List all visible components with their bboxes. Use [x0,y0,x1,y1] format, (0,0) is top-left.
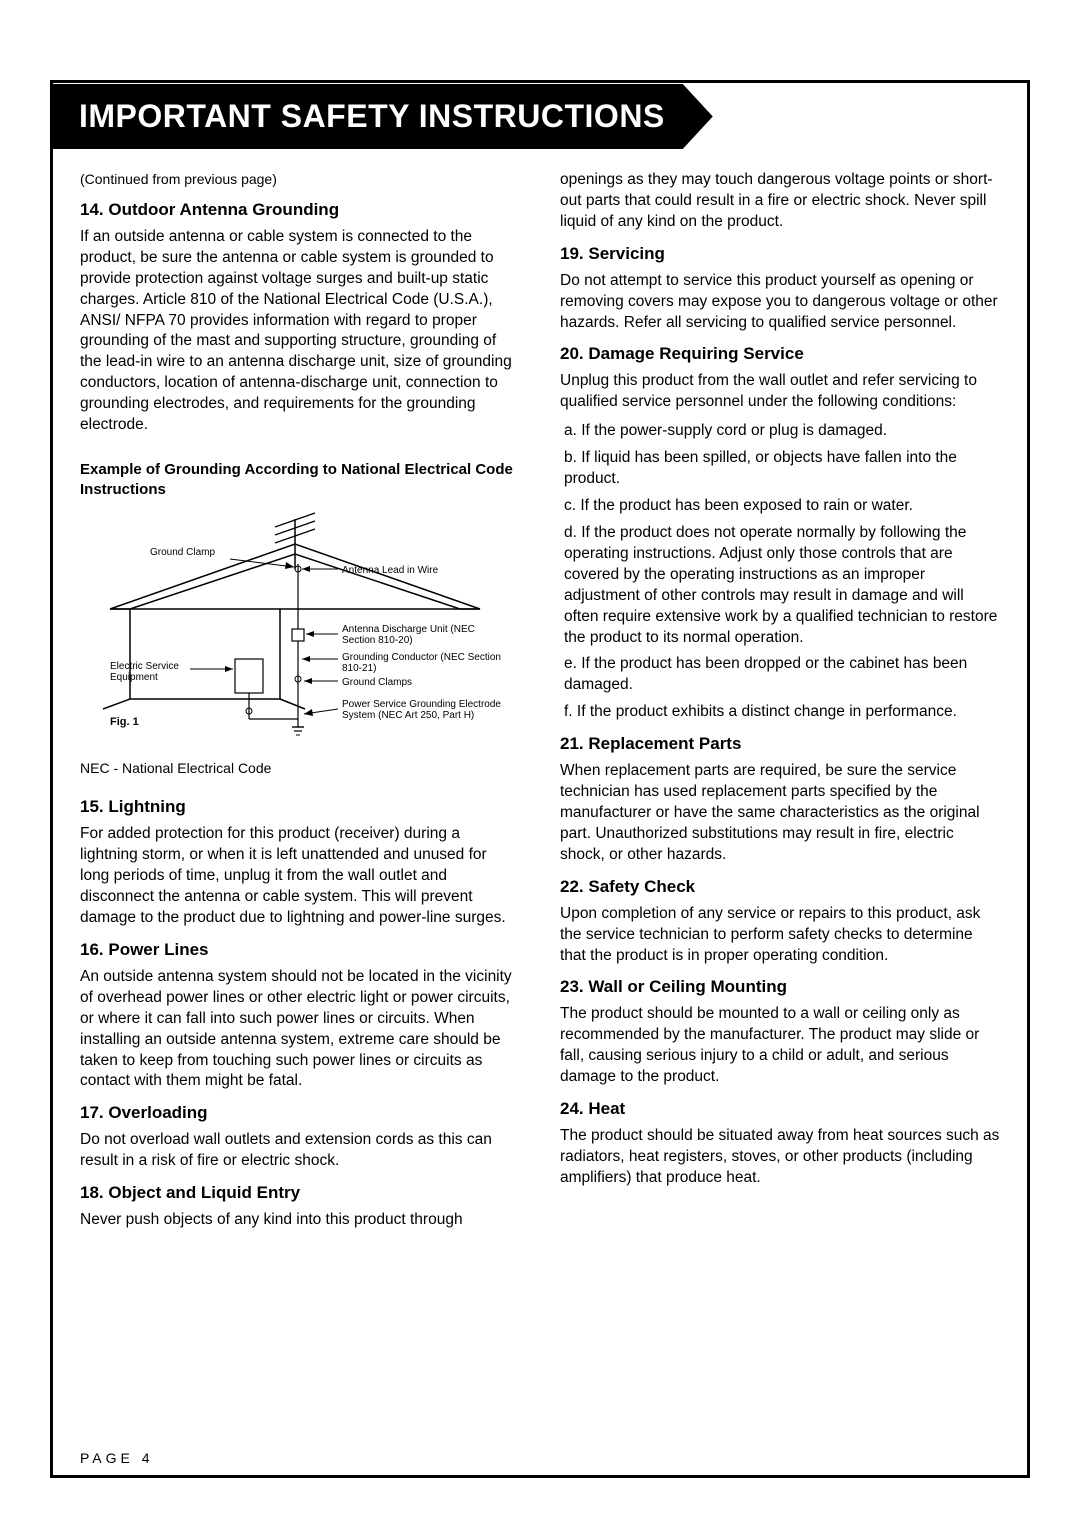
body-24: The product should be situated away from… [560,1126,1000,1189]
heading-15: 15. Lightning [80,796,520,819]
item-20a: a. If the power-supply cord or plug is d… [560,421,1000,442]
lbl-ground-clamp: Ground Clamp [150,547,215,558]
diagram-caption: Example of Grounding According to Nation… [80,460,520,501]
heading-18: 18. Object and Liquid Entry [80,1182,520,1205]
body-16: An outside antenna system should not be … [80,967,520,1093]
content-area: (Continued from previous page) 14. Outdo… [80,170,1000,1438]
nec-caption: NEC - National Electrical Code [80,759,520,778]
heading-20: 20. Damage Requiring Service [560,343,1000,366]
item-20d: d. If the product does not operate norma… [560,523,1000,649]
heading-16: 16. Power Lines [80,939,520,962]
body-15: For added protection for this product (r… [80,824,520,929]
body-20: Unplug this product from the wall outlet… [560,371,1000,413]
diagram-block: Example of Grounding According to Nation… [80,460,520,778]
body-17: Do not overload wall outlets and extensi… [80,1130,520,1172]
item-20e: e. If the product has been dropped or th… [560,654,1000,696]
lbl-power-grounding: Power Service Grounding Electrode System… [342,699,512,721]
fig-label: Fig. 1 [110,716,139,728]
grounding-diagram: Ground Clamp Antenna Lead in Wire Antenn… [80,509,520,749]
item-20c: c. If the product has been exposed to ra… [560,496,1000,517]
body-19: Do not attempt to service this product y… [560,271,1000,334]
page-number: PAGE 4 [80,1450,154,1466]
heading-23: 23. Wall or Ceiling Mounting [560,976,1000,999]
lbl-antenna-lead: Antenna Lead in Wire [342,565,439,576]
body-18b: openings as they may touch dangerous vol… [560,170,1000,233]
heading-14: 14. Outdoor Antenna Grounding [80,199,520,222]
item-20f: f. If the product exhibits a distinct ch… [560,702,1000,723]
heading-21: 21. Replacement Parts [560,733,1000,756]
item-20b: b. If liquid has been spilled, or object… [560,448,1000,490]
body-23: The product should be mounted to a wall … [560,1004,1000,1088]
heading-17: 17. Overloading [80,1102,520,1125]
body-18a: Never push objects of any kind into this… [80,1210,520,1231]
lbl-conductor: Grounding Conductor (NEC Section 810-21) [342,652,502,674]
heading-24: 24. Heat [560,1098,1000,1121]
body-22: Upon completion of any service or repair… [560,904,1000,967]
lbl-ground-clamps: Ground Clamps [342,677,412,688]
lbl-electric-service: Electric Service Equipment [110,661,200,683]
continued-note: (Continued from previous page) [80,170,520,189]
body-14: If an outside antenna or cable system is… [80,227,520,436]
body-21: When replacement parts are required, be … [560,761,1000,866]
lbl-discharge: Antenna Discharge Unit (NEC Section 810-… [342,624,502,646]
heading-22: 22. Safety Check [560,876,1000,899]
header-tab: IMPORTANT SAFETY INSTRUCTIONS [53,84,713,149]
heading-19: 19. Servicing [560,243,1000,266]
